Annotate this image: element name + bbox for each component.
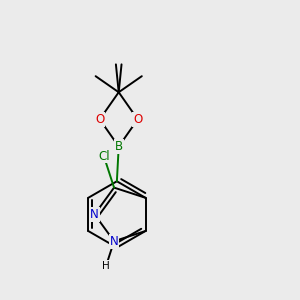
- Text: H: H: [102, 261, 110, 271]
- Text: O: O: [133, 113, 142, 126]
- Text: B: B: [115, 140, 123, 153]
- Text: N: N: [90, 208, 99, 221]
- Text: Cl: Cl: [98, 150, 110, 163]
- Text: O: O: [95, 113, 104, 126]
- Text: N: N: [110, 235, 118, 248]
